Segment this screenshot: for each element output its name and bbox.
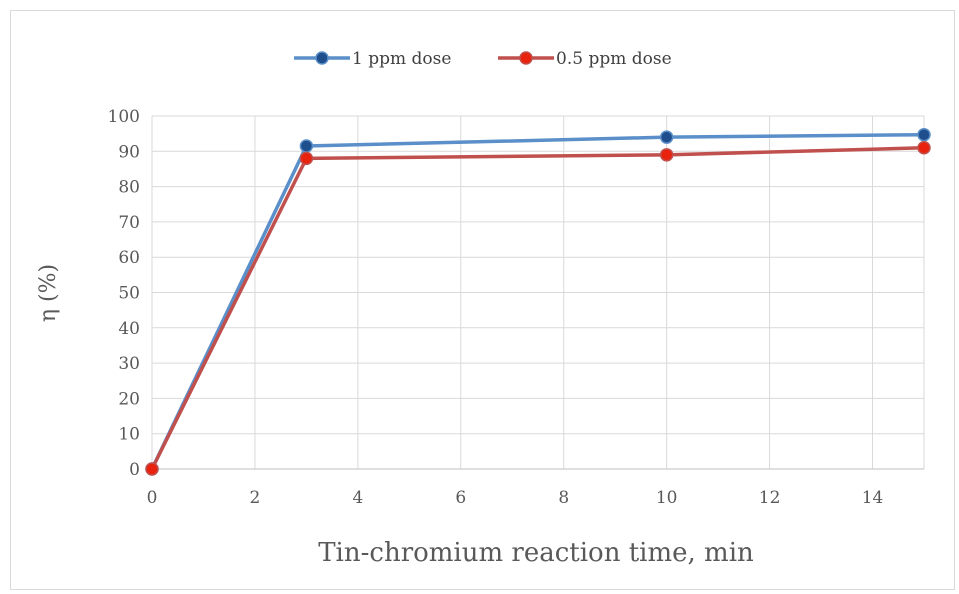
x-tick-label: 12 xyxy=(759,488,781,508)
series-line-1 xyxy=(150,132,925,470)
y-axis-title: η (%) xyxy=(36,264,61,322)
y-tick-label: 20 xyxy=(118,389,140,409)
legend-label-1: 1 ppm dose xyxy=(352,49,451,69)
axes: 0 10 20 30 40 50 60 70 80 90 100 0 2 4 6 8 10 12 14 xyxy=(108,107,924,508)
x-tick-label: 4 xyxy=(352,488,363,508)
chart-frame xyxy=(10,10,955,590)
series-line-2 xyxy=(150,146,925,470)
series-group xyxy=(145,127,931,476)
y-tick-label: 70 xyxy=(118,213,140,233)
y-tick-label: 50 xyxy=(118,284,140,304)
x-tick-label: 10 xyxy=(656,488,678,508)
grid-lines xyxy=(152,115,925,470)
series-2-point xyxy=(299,151,314,166)
series-1-point xyxy=(917,127,931,142)
y-tick-label: 80 xyxy=(118,178,140,198)
x-tick-label: 6 xyxy=(455,488,466,508)
legend-marker-2 xyxy=(519,51,533,65)
series-2-point xyxy=(145,462,159,476)
x-axis-title: Tin-chromium reaction time, min xyxy=(318,538,754,568)
legend-label-2: 0.5 ppm dose xyxy=(556,49,672,69)
y-tick-label: 100 xyxy=(108,107,140,127)
x-tick-label: 8 xyxy=(558,488,569,508)
legend-marker-1 xyxy=(315,51,329,65)
series-1-point xyxy=(659,130,674,144)
y-tick-label: 60 xyxy=(118,248,140,268)
series-2-point xyxy=(917,141,931,155)
y-tick-label: 30 xyxy=(118,354,140,374)
x-tick-label: 14 xyxy=(862,488,884,508)
legend: 1 ppm dose 0.5 ppm dose xyxy=(294,49,672,69)
series-1-point xyxy=(299,139,314,153)
y-tick-label: 90 xyxy=(118,142,140,162)
y-tick-label: 10 xyxy=(118,425,140,445)
y-tick-label: 0 xyxy=(129,460,140,480)
x-tick-label: 2 xyxy=(250,488,261,508)
series-2-point xyxy=(659,148,674,162)
y-tick-label: 40 xyxy=(118,319,140,339)
x-tick-label: 0 xyxy=(147,488,158,508)
